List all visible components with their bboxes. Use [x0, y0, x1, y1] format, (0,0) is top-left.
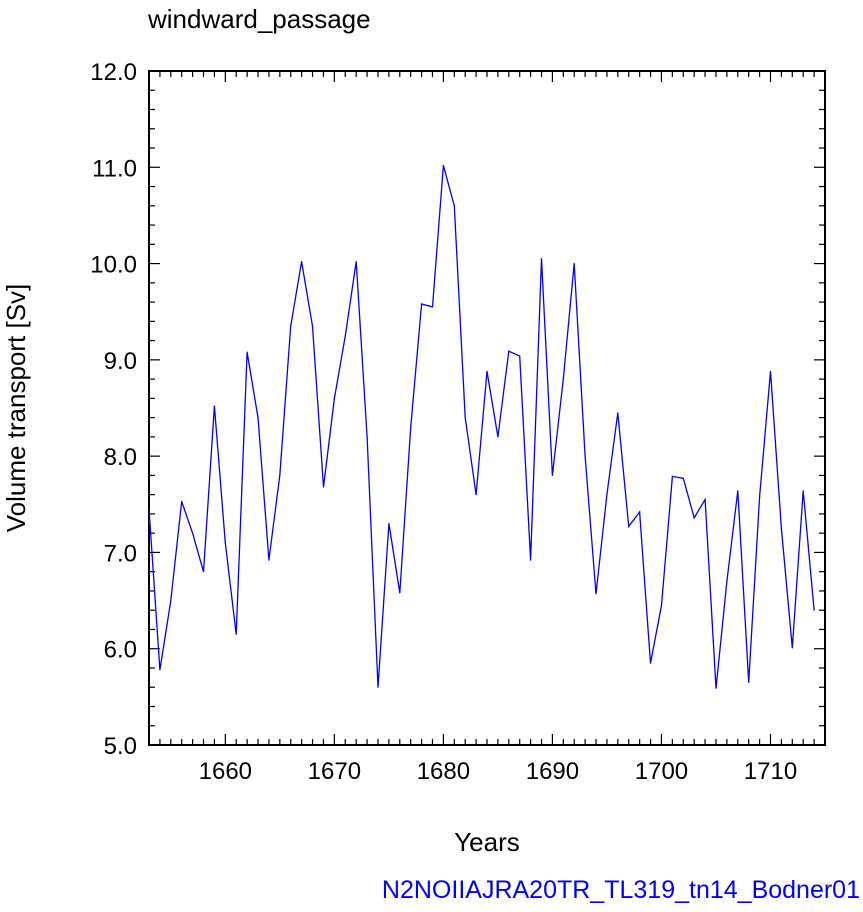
data-point — [748, 681, 750, 684]
data-point — [769, 370, 772, 373]
data-point — [802, 490, 804, 492]
x-tick-label: 1700 — [635, 758, 688, 785]
data-point — [660, 604, 663, 606]
x-tick-label: 1670 — [308, 758, 361, 785]
data-point — [202, 571, 205, 573]
data-point — [813, 609, 815, 611]
data-point — [159, 669, 161, 671]
y-tick-label: 11.0 — [92, 155, 137, 182]
data-point — [671, 475, 673, 477]
data-point — [399, 592, 401, 594]
y-tick-label: 9.0 — [104, 348, 137, 375]
data-point — [170, 599, 172, 602]
y-tick-label: 8.0 — [104, 444, 137, 471]
chart-title: windward_passage — [147, 4, 371, 34]
data-point — [617, 412, 619, 414]
data-point — [540, 258, 543, 260]
data-point — [257, 417, 259, 419]
data-points — [148, 164, 815, 689]
data-point — [475, 494, 477, 496]
data-point — [486, 370, 488, 373]
data-point — [584, 455, 586, 457]
data-point — [268, 559, 270, 561]
tick-labels: 1660 1670 1680 1690 1700 1710 5.0 6.0 7.0 8.0 9.0 1… — [90, 59, 797, 785]
data-point — [148, 508, 150, 510]
data-point — [628, 525, 630, 528]
data-point — [311, 325, 314, 327]
data-point — [355, 261, 357, 263]
data-point — [704, 498, 706, 501]
y-tick-label: 12.0 — [90, 59, 137, 86]
data-point — [682, 477, 684, 479]
data-point — [235, 633, 237, 635]
y-tick-label: 7.0 — [104, 540, 137, 567]
data-point — [192, 532, 194, 534]
data-point — [693, 517, 695, 519]
plot-frame — [148, 70, 826, 746]
data-point — [715, 687, 717, 689]
data-point — [246, 351, 248, 353]
data-point — [431, 306, 434, 308]
series-line — [148, 165, 815, 689]
data-point — [780, 527, 782, 529]
x-axis-label: Years — [454, 827, 520, 857]
data-point — [453, 205, 455, 207]
data-point — [551, 474, 554, 476]
data-point — [530, 559, 532, 561]
data-point — [519, 355, 521, 357]
x-tick-label: 1690 — [526, 758, 579, 785]
y-tick-label: 6.0 — [104, 637, 137, 664]
data-point — [606, 494, 608, 496]
data-point — [377, 686, 379, 688]
y-tick-label: 5.0 — [104, 733, 137, 760]
data-point — [333, 397, 335, 399]
data-point — [639, 511, 641, 513]
data-point — [420, 303, 423, 305]
data-point — [791, 647, 793, 649]
x-tick-label: 1710 — [744, 758, 797, 785]
data-point — [726, 580, 728, 582]
footer-run-label: N2NOIIAJRA20TR_TL319_tn14_Bodner01 — [382, 876, 860, 904]
data-point — [573, 262, 575, 265]
x-tick-label: 1660 — [199, 758, 252, 785]
y-tick-label: 10.0 — [90, 252, 137, 279]
axis-ticks — [148, 70, 826, 746]
data-point — [497, 436, 499, 438]
data-point — [213, 405, 216, 407]
data-point — [737, 490, 739, 492]
data-point — [224, 542, 226, 544]
data-point — [344, 335, 346, 337]
data-point — [410, 426, 412, 428]
data-point — [758, 495, 761, 498]
data-point — [388, 522, 390, 525]
data-point — [301, 261, 303, 263]
data-point — [595, 593, 597, 595]
data-point — [366, 436, 368, 438]
data-point — [464, 417, 466, 419]
data-point — [442, 164, 444, 166]
data-point — [290, 325, 292, 327]
y-axis-label: Volume transport [Sv] — [1, 284, 31, 533]
data-point — [181, 500, 183, 502]
data-point — [649, 662, 652, 664]
data-point — [322, 486, 325, 488]
x-tick-label: 1680 — [417, 758, 470, 785]
data-point — [508, 350, 510, 352]
data-point — [562, 378, 564, 380]
data-point — [279, 474, 281, 476]
